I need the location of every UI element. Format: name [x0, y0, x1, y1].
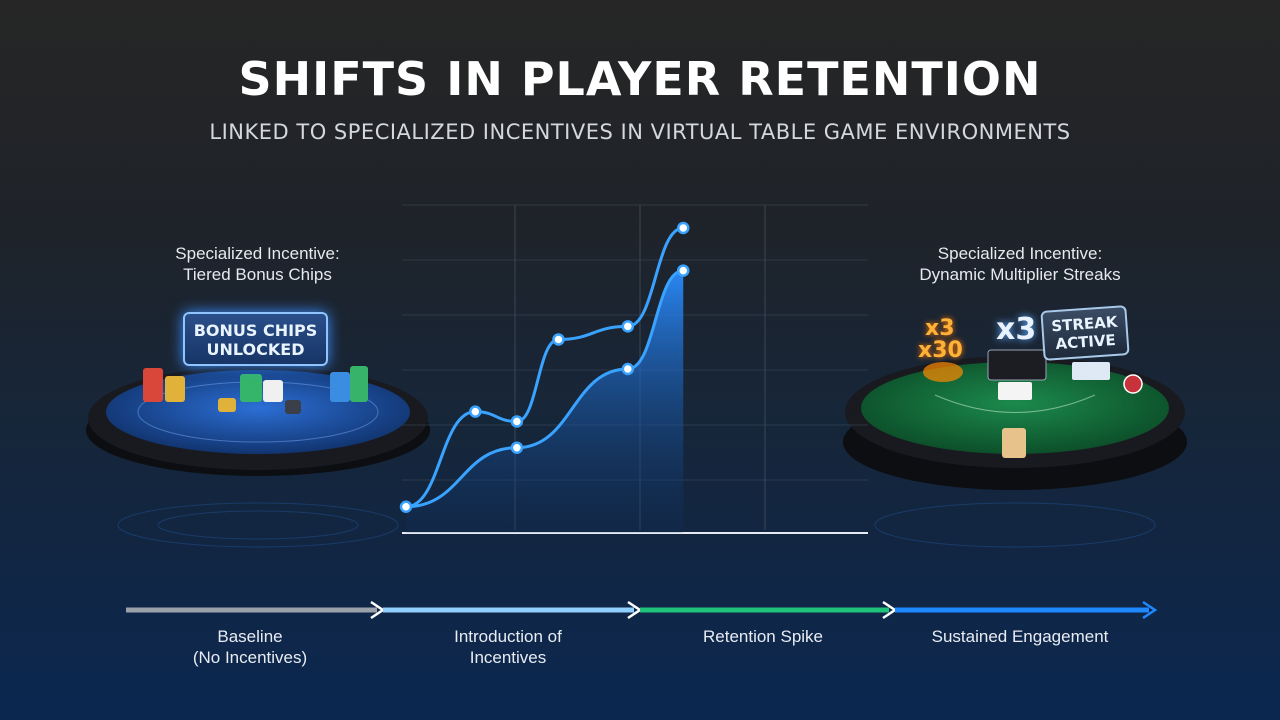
- timeline: [126, 600, 1158, 620]
- bonus-badge-line2: UNLOCKED: [206, 340, 305, 359]
- glow-icon: [923, 362, 963, 382]
- multiplier-big: x3: [996, 312, 1037, 347]
- series-2-point: [621, 362, 635, 376]
- right-caption-line2: Dynamic Multiplier Streaks: [919, 265, 1121, 284]
- chip-icon: [1123, 374, 1143, 394]
- timeline-label-line1: Introduction of: [454, 627, 562, 646]
- timeline-label-introduction: Introduction of Incentives: [393, 626, 623, 668]
- chip-stack-icon: [143, 366, 368, 414]
- series-1-line: [405, 226, 684, 509]
- bonus-chips-badge: BONUS CHIPS UNLOCKED: [183, 312, 328, 366]
- playing-cards-icon: [987, 349, 1110, 458]
- timeline-label-line1: Baseline: [217, 627, 283, 646]
- left-caption-line1: Specialized Incentive:: [175, 244, 340, 263]
- series-2-area: [406, 270, 684, 533]
- streak-active-badge: STREAK ACTIVE: [1040, 305, 1130, 361]
- series-1-point: [621, 320, 635, 333]
- series-2-point: [510, 441, 524, 454]
- right-blackjack-table-illustration: [843, 349, 1187, 548]
- left-poker-table-illustration: [86, 366, 430, 548]
- timeline-label-spike: Retention Spike: [648, 626, 878, 647]
- left-caption: Specialized Incentive: Tiered Bonus Chip…: [140, 243, 375, 285]
- timeline-label-sustained: Sustained Engagement: [905, 626, 1135, 647]
- timeline-label-baseline: Baseline (No Incentives): [135, 626, 365, 668]
- timeline-label-line2: Incentives: [469, 648, 547, 667]
- right-caption: Specialized Incentive: Dynamic Multiplie…: [890, 243, 1150, 285]
- multiplier-small-top: x3: [925, 316, 955, 341]
- series-2-point: [677, 264, 690, 277]
- bonus-badge-line1: BONUS CHIPS: [193, 321, 318, 340]
- timeline-label-line2: (No Incentives): [192, 648, 308, 667]
- timeline-arrow-icon: [1142, 600, 1158, 620]
- series-1-point: [510, 415, 524, 428]
- left-caption-line2: Tiered Bonus Chips: [183, 265, 332, 284]
- series-1-point: [552, 333, 565, 346]
- timeline-label-line1: Retention Spike: [702, 627, 824, 646]
- page-subtitle: LINKED TO SPECIALIZED INCENTIVES IN VIRT…: [209, 120, 1071, 144]
- series-1-point: [677, 221, 690, 235]
- right-caption-line1: Specialized Incentive:: [937, 244, 1103, 263]
- multiplier-small-bottom: x30: [918, 338, 963, 363]
- series-1-point: [469, 405, 482, 418]
- page-title: SHIFTS IN PLAYER RETENTION: [238, 52, 1042, 106]
- series-2-line: [405, 269, 684, 509]
- series-1-point: [399, 500, 413, 514]
- timeline-label-line1: Sustained Engagement: [931, 627, 1109, 646]
